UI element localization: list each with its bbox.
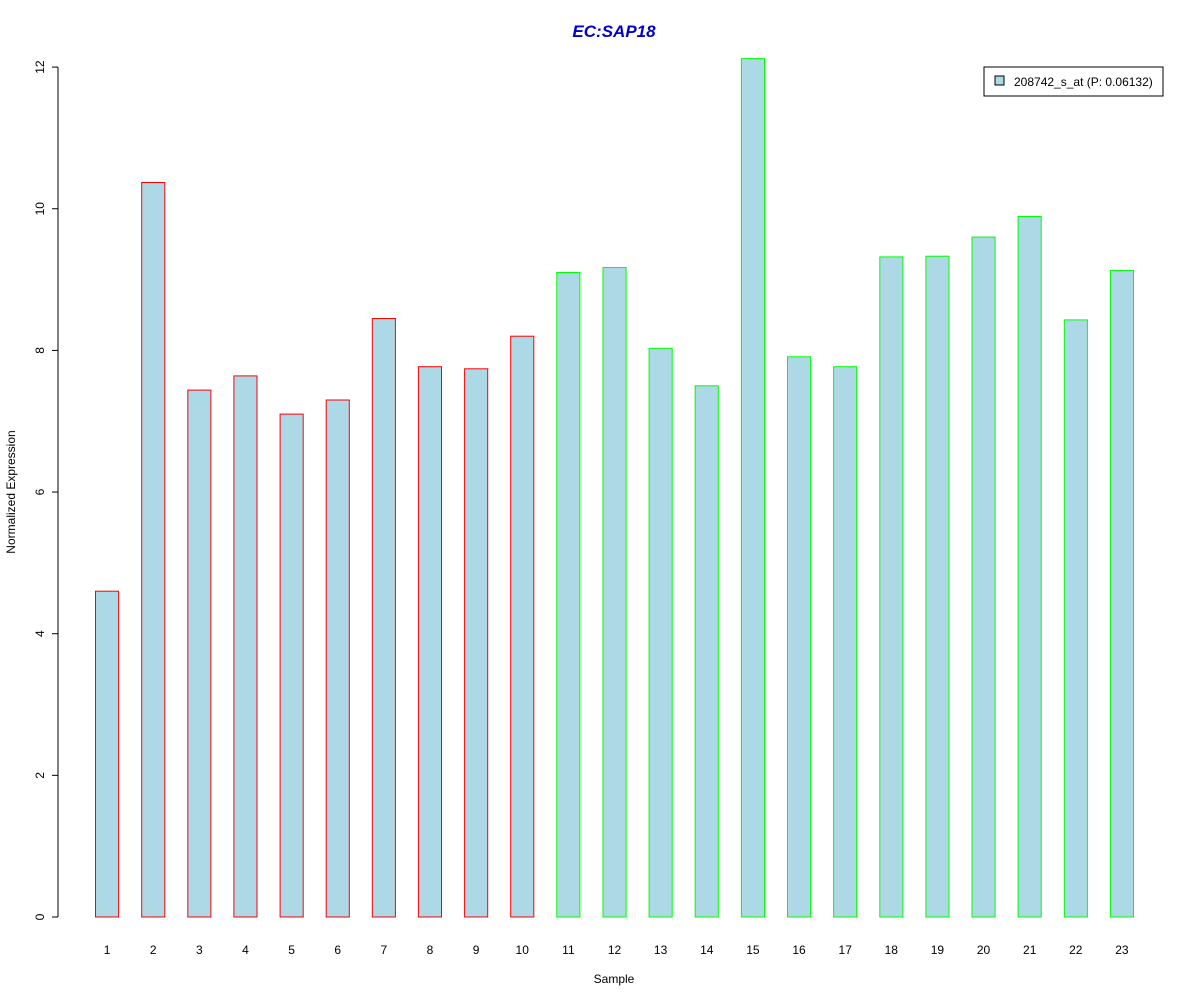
bar-sample-3	[187, 389, 212, 918]
x-tick-label: 22	[1069, 943, 1083, 957]
bar-sample-13	[648, 347, 673, 918]
y-tick-label: 6	[33, 488, 47, 495]
y-tick-label: 10	[33, 202, 47, 216]
bar-sample-5	[279, 413, 304, 918]
y-axis: 0 2 4 6 8 10 12	[33, 60, 59, 920]
bar-sample-4	[233, 375, 258, 918]
bar-sample-11	[556, 272, 581, 918]
bar-sample-9	[464, 368, 489, 918]
x-tick-label: 4	[242, 943, 249, 957]
bar-sample-12	[602, 267, 627, 918]
x-tick-label: 19	[931, 943, 945, 957]
legend-box	[983, 66, 1164, 97]
x-tick-label: 10	[516, 943, 530, 957]
bar-sample-16	[787, 356, 812, 918]
x-tick-label: 20	[977, 943, 991, 957]
x-tick-label: 5	[288, 943, 295, 957]
x-tick-label: 11	[562, 943, 575, 957]
bar-sample-19	[925, 255, 950, 918]
x-tick-label: 6	[334, 943, 341, 957]
bar-sample-22	[1063, 319, 1088, 918]
bar-sample-20	[971, 236, 996, 918]
x-tick-label: 16	[792, 943, 806, 957]
y-axis-label: Normalized Expression	[4, 430, 18, 553]
chart-title: EC:SAP18	[572, 22, 656, 41]
x-tick-label: 1	[104, 943, 111, 957]
x-tick-label: 17	[839, 943, 853, 957]
bar-sample-17	[833, 366, 858, 918]
x-tick-label: 21	[1023, 943, 1037, 957]
x-tick-label: 23	[1115, 943, 1129, 957]
x-axis-label: Sample	[594, 972, 635, 986]
y-tick-label: 0	[33, 913, 47, 920]
bar-sample-15	[740, 58, 766, 918]
legend-swatch	[994, 75, 1005, 86]
bar-sample-6	[325, 399, 350, 918]
legend: 208742_s_at (P: 0.06132)	[983, 66, 1164, 97]
bar-sample-23	[1109, 269, 1135, 918]
x-tick-label: 15	[746, 943, 760, 957]
x-tick-label: 3	[196, 943, 203, 957]
y-tick-label: 4	[33, 630, 47, 637]
x-tick-label: 14	[700, 943, 714, 957]
x-tick-label: 8	[427, 943, 434, 957]
bar-sample-7	[371, 318, 396, 918]
y-tick-label: 8	[33, 347, 47, 354]
x-tick-label: 7	[380, 943, 387, 957]
bar-sample-10	[510, 335, 535, 918]
x-tick-labels: 1 2 3 4 5 6 7 8 9 10 11 12 13 14 15 16 17 18 19 20 21 22 23	[104, 943, 1129, 957]
x-tick-label: 18	[885, 943, 899, 957]
x-tick-label: 2	[150, 943, 157, 957]
x-tick-label: 12	[608, 943, 622, 957]
y-tick-label: 2	[33, 772, 47, 779]
y-tick-label: 12	[33, 60, 47, 74]
x-tick-label: 13	[654, 943, 668, 957]
bar-sample-2	[141, 182, 166, 918]
bar-sample-14	[694, 385, 719, 918]
bar-sample-18	[879, 256, 904, 918]
bar-sample-1	[95, 590, 120, 918]
bar-sample-8	[417, 366, 442, 918]
bar-sample-21	[1017, 216, 1042, 918]
x-tick-label: 9	[473, 943, 480, 957]
bars-group	[95, 58, 1135, 918]
legend-entry-label: 208742_s_at (P: 0.06132)	[1014, 75, 1153, 89]
